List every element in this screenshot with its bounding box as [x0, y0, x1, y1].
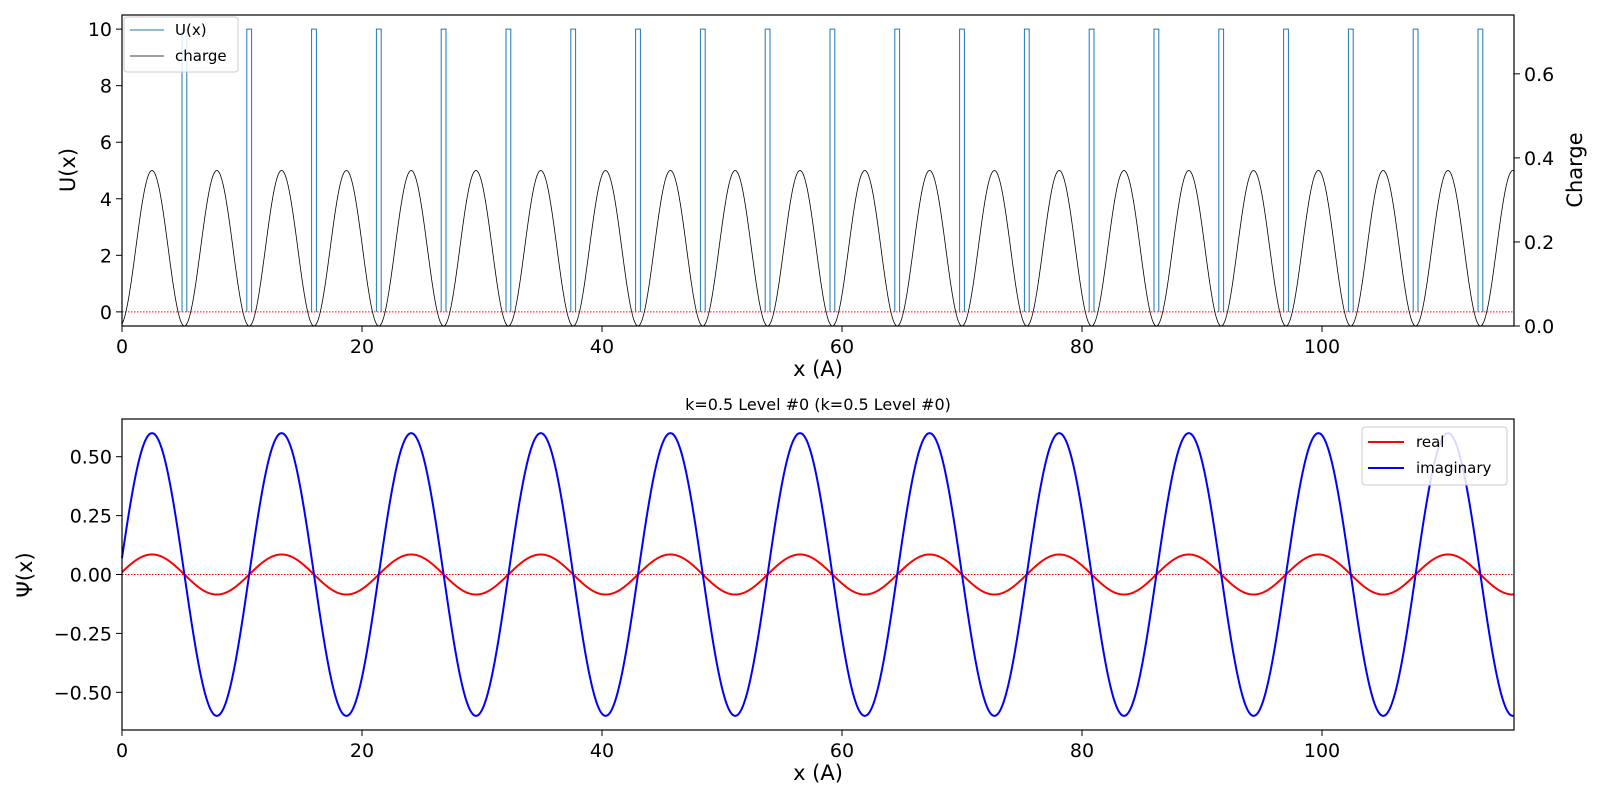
ux-barrier-mark: [764, 28, 771, 312]
bottom-y-ticks: 0.50 0.25 0.00 −0.25 −0.50: [54, 447, 122, 704]
top-legend-box: [123, 16, 239, 73]
top-axes-frame: [121, 14, 1515, 327]
top-y-axis-label: U(x): [56, 148, 80, 192]
ux-barrier-mark: [246, 28, 253, 312]
ux-barrier-mark: [1153, 28, 1160, 312]
bottom-panel: k=0.5 Level #0 (k=0.5 Level #0) 0 20 40 60 8…: [13, 395, 1515, 785]
top-y-ticks: 0 2 4 6 8 10: [88, 19, 122, 324]
y-tick-label: 4: [100, 189, 112, 211]
charge-series-line: [121, 170, 1515, 327]
x-tick-label: 80: [1070, 336, 1094, 358]
x-tick-label: 20: [350, 740, 374, 762]
ux-barrier-mark: [829, 28, 836, 312]
ux-barrier-mark: [1477, 28, 1484, 312]
ux-barrier-mark: [1218, 28, 1225, 312]
bottom-x-axis-label: x (A): [793, 761, 843, 785]
x-tick-label: 0: [116, 336, 128, 358]
ux-barrier-mark: [635, 28, 641, 312]
bottom-chart-title: k=0.5 Level #0 (k=0.5 Level #0): [685, 395, 951, 414]
ux-barrier-mark: [440, 28, 447, 312]
x-tick-label: 20: [350, 336, 374, 358]
legend-label-imaginary: imaginary: [1416, 459, 1492, 477]
ux-barrier-mark: [1412, 28, 1419, 312]
x-tick-label: 100: [1304, 740, 1340, 762]
y-tick-label: 0: [100, 302, 112, 324]
ux-barrier-mark: [1088, 28, 1095, 312]
top-legend: U(x) charge: [123, 16, 239, 73]
y-tick-label: −0.25: [54, 623, 112, 645]
legend-label-charge: charge: [175, 47, 227, 65]
x-tick-label: 80: [1070, 740, 1094, 762]
ux-barrier-mark: [570, 28, 577, 312]
y-tick-label: −0.50: [54, 682, 112, 704]
x-tick-label: 40: [590, 336, 614, 358]
y-tick-label: 10: [88, 19, 112, 41]
right-y-tick-label: 0.2: [1524, 232, 1554, 254]
legend-label-ux: U(x): [175, 21, 207, 39]
x-tick-label: 40: [590, 740, 614, 762]
top-right-y-axis-label: Charge: [1563, 132, 1587, 207]
ux-barrier-mark: [894, 28, 901, 312]
y-tick-label: 6: [100, 132, 112, 154]
top-right-y-ticks: 0.0 0.2 0.4 0.6: [1514, 64, 1554, 338]
top-x-ticks: 0 20 40 60 80 100: [116, 326, 1340, 358]
bottom-plot-area: [121, 432, 1515, 717]
y-tick-label: 0.00: [70, 565, 112, 587]
ux-barrier-mark: [959, 28, 965, 312]
x-tick-label: 60: [830, 336, 854, 358]
right-y-tick-label: 0.4: [1524, 148, 1554, 170]
ux-barrier-mark: [699, 28, 706, 312]
legend-label-real: real: [1416, 433, 1444, 451]
top-x-axis-label: x (A): [793, 357, 843, 381]
bottom-y-axis-label: Ψ(x): [13, 552, 37, 597]
ux-barrier-mark: [505, 28, 512, 312]
bottom-x-ticks: 0 20 40 60 80 100: [116, 730, 1340, 762]
x-tick-label: 60: [830, 740, 854, 762]
ux-barrier-mark: [1023, 28, 1030, 312]
ux-barrier-mark: [1283, 28, 1289, 312]
bottom-legend: real imaginary: [1361, 426, 1508, 486]
y-tick-label: 0.25: [70, 506, 112, 528]
real-series-line: [121, 553, 1515, 596]
right-y-tick-label: 0.6: [1524, 64, 1554, 86]
y-tick-label: 8: [100, 76, 112, 98]
right-y-tick-label: 0.0: [1524, 316, 1554, 338]
ux-barrier-mark: [311, 28, 317, 312]
y-tick-label: 2: [100, 245, 112, 267]
imaginary-series-line: [121, 432, 1515, 717]
x-tick-label: 100: [1304, 336, 1340, 358]
ux-barrier-mark: [1347, 28, 1354, 312]
x-tick-label: 0: [116, 740, 128, 762]
y-tick-label: 0.50: [70, 447, 112, 469]
ux-barrier-mark: [375, 28, 382, 312]
